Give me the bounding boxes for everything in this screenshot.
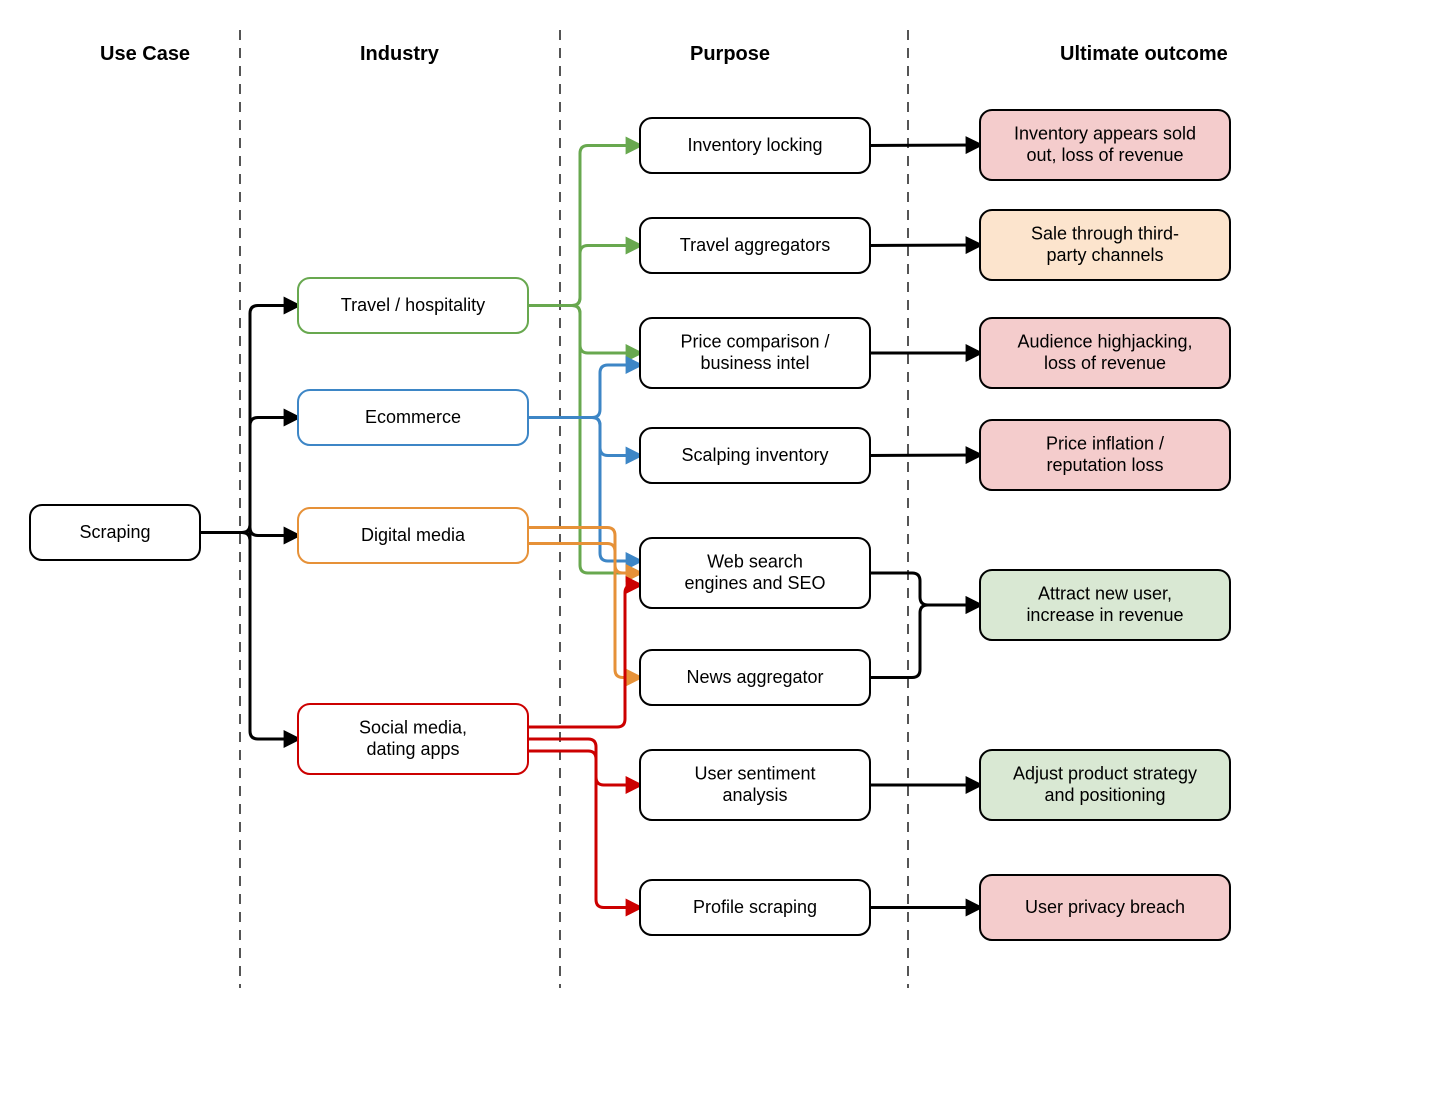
node-pur_invlock: Inventory locking <box>640 118 870 173</box>
node-label: and positioning <box>1044 785 1165 805</box>
node-label: reputation loss <box>1046 455 1163 475</box>
nodes-layer: Scraping Travel / hospitality Ecommerce Dig… <box>30 110 1230 940</box>
node-label: Profile scraping <box>693 897 817 917</box>
node-label: Inventory appears sold <box>1014 124 1196 144</box>
edge-ind_ecom-pur_scalp <box>528 418 640 456</box>
node-label: loss of revenue <box>1044 353 1166 373</box>
edge-ind_social-pur_sentiment <box>528 739 640 785</box>
column-header-outcome: Ultimate outcome <box>1060 43 1228 65</box>
edge-ind_travel-pur_seo <box>528 306 640 574</box>
node-label: Scraping <box>79 522 150 542</box>
node-label: out, loss of revenue <box>1026 145 1183 165</box>
node-label: Inventory locking <box>687 135 822 155</box>
edge-scraping-ind_ecom <box>200 418 298 533</box>
edge-ind_media-pur_seo <box>528 528 640 574</box>
node-ind_media: Digital media <box>298 508 528 563</box>
node-label: News aggregator <box>686 667 823 687</box>
edge-pur_invlock-out_soldout <box>870 145 980 146</box>
column-header-usecase: Use Case <box>100 43 190 65</box>
node-pur_scalp: Scalping inventory <box>640 428 870 483</box>
column-header-purpose: Purpose <box>690 43 770 65</box>
node-out_adjust: Adjust product strategyand positioning <box>980 750 1230 820</box>
node-label: engines and SEO <box>684 573 825 593</box>
node-label: Digital media <box>361 525 466 545</box>
node-label: business intel <box>700 353 809 373</box>
node-label: Ecommerce <box>365 407 461 427</box>
flowchart-diagram: Use Case Industry Purpose Ultimate outcome S… <box>0 0 1440 1118</box>
node-label: Audience highjacking, <box>1017 332 1192 352</box>
node-label: analysis <box>722 785 787 805</box>
node-label: Attract new user, <box>1038 584 1172 604</box>
node-out_attract: Attract new user,increase in revenue <box>980 570 1230 640</box>
node-out_hijack: Audience highjacking,loss of revenue <box>980 318 1230 388</box>
edge-ind_media-pur_news <box>528 544 640 678</box>
node-label: Social media, <box>359 718 467 738</box>
node-label: dating apps <box>366 739 459 759</box>
edge-ind_social-pur_profile <box>528 751 640 908</box>
node-label: Scalping inventory <box>681 445 828 465</box>
node-label: increase in revenue <box>1026 605 1183 625</box>
node-pur_news: News aggregator <box>640 650 870 705</box>
edge-pur_seo-out_attract <box>870 573 980 605</box>
node-pur_profile: Profile scraping <box>640 880 870 935</box>
node-label: Web search <box>707 552 803 572</box>
node-label: Adjust product strategy <box>1013 764 1197 784</box>
node-pur_travagg: Travel aggregators <box>640 218 870 273</box>
node-label: Price inflation / <box>1046 434 1164 454</box>
node-scraping: Scraping <box>30 505 200 560</box>
edge-pur_travagg-out_3rdparty <box>870 245 980 246</box>
edge-ind_travel-pur_travagg <box>528 246 640 306</box>
node-out_inflation: Price inflation /reputation loss <box>980 420 1230 490</box>
node-pur_price: Price comparison /business intel <box>640 318 870 388</box>
edge-pur_scalp-out_inflation <box>870 455 980 456</box>
node-out_privacy: User privacy breach <box>980 875 1230 940</box>
node-out_3rdparty: Sale through third-party channels <box>980 210 1230 280</box>
node-pur_seo: Web searchengines and SEO <box>640 538 870 608</box>
node-label: Travel aggregators <box>680 235 830 255</box>
edge-ind_travel-pur_price <box>528 306 640 354</box>
node-label: Price comparison / <box>680 332 829 352</box>
node-label: Travel / hospitality <box>341 295 485 315</box>
node-ind_ecom: Ecommerce <box>298 390 528 445</box>
column-header-industry: Industry <box>360 43 440 65</box>
edge-scraping-ind_social <box>200 533 298 740</box>
node-ind_social: Social media,dating apps <box>298 704 528 774</box>
node-label: User sentiment <box>694 764 815 784</box>
node-label: Sale through third- <box>1031 224 1179 244</box>
node-ind_travel: Travel / hospitality <box>298 278 528 333</box>
node-pur_sentiment: User sentimentanalysis <box>640 750 870 820</box>
edge-ind_social-pur_seo <box>528 585 640 727</box>
edge-ind_ecom-pur_seo <box>528 418 640 562</box>
edge-pur_news-out_attract <box>870 605 980 678</box>
node-label: party channels <box>1046 245 1163 265</box>
node-out_soldout: Inventory appears soldout, loss of reven… <box>980 110 1230 180</box>
edge-ind_travel-pur_invlock <box>528 146 640 306</box>
edge-ind_ecom-pur_price <box>528 365 640 418</box>
node-label: User privacy breach <box>1025 897 1185 917</box>
